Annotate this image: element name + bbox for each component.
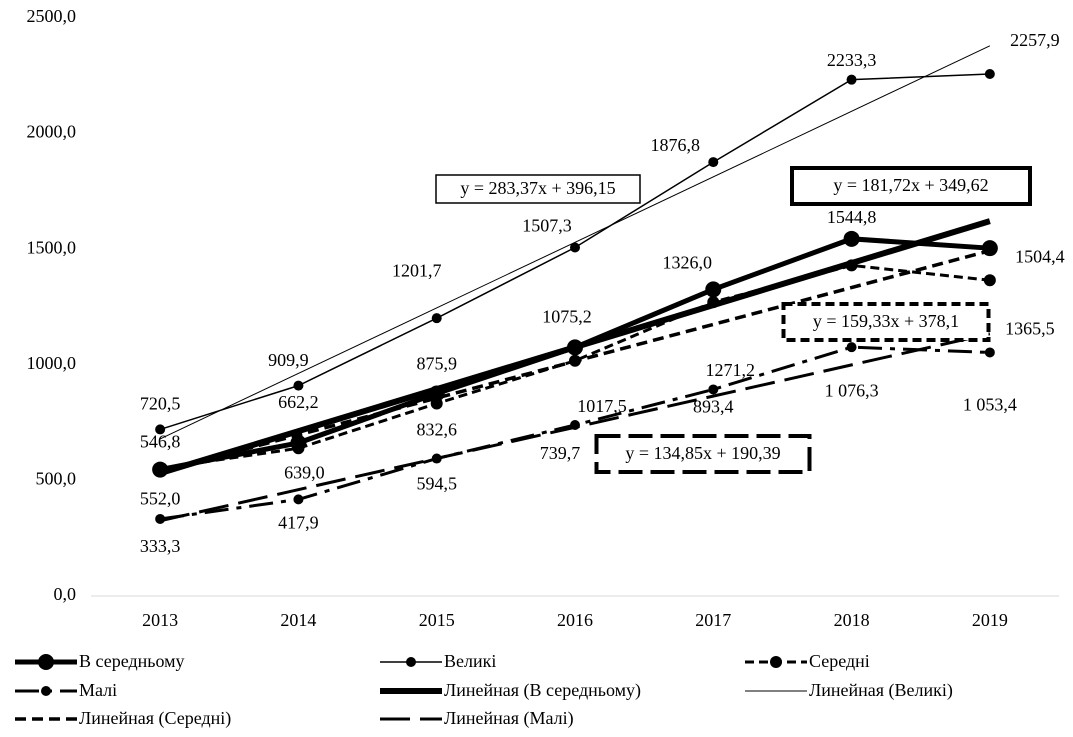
marker bbox=[708, 384, 719, 395]
trendline-equation: y = 181,72x + 349,62 bbox=[833, 175, 988, 195]
data-label: 1 053,4 bbox=[963, 395, 1017, 415]
data-label: 1201,7 bbox=[392, 260, 442, 280]
marker bbox=[292, 442, 305, 455]
data-label: 417,9 bbox=[278, 513, 319, 533]
data-label: 1365,5 bbox=[1005, 318, 1055, 338]
data-label: 639,0 bbox=[284, 462, 325, 482]
legend-label: Линейная (Малі) bbox=[444, 708, 574, 729]
equation-box bbox=[435, 174, 641, 204]
marker bbox=[155, 513, 166, 524]
y-tick-label: 1000,0 bbox=[27, 353, 77, 373]
x-tick-label: 2015 bbox=[419, 610, 455, 630]
data-label: 1326,0 bbox=[663, 253, 713, 273]
legend-label: Малі bbox=[79, 680, 117, 700]
marker bbox=[155, 424, 166, 435]
data-label: 1876,8 bbox=[651, 135, 701, 155]
x-tick-label: 2019 bbox=[972, 610, 1008, 630]
marker bbox=[293, 494, 304, 505]
y-tick-label: 2500,0 bbox=[27, 6, 77, 26]
trendline-equation: y = 283,37x + 396,15 bbox=[460, 178, 615, 198]
data-label: 546,8 bbox=[140, 432, 181, 452]
x-tick-label: 2018 bbox=[834, 610, 870, 630]
data-label: 1 076,3 bbox=[825, 380, 879, 400]
legend-label: В середньому bbox=[79, 651, 185, 671]
legend-label: Середні bbox=[809, 651, 870, 671]
marker bbox=[846, 74, 857, 85]
data-label: 1507,3 bbox=[522, 216, 572, 236]
data-label: 875,9 bbox=[416, 354, 457, 374]
equation-box bbox=[781, 302, 991, 342]
legend-label: Великі bbox=[444, 651, 496, 671]
legend-label: Линейная (Середні) bbox=[79, 708, 231, 729]
marker bbox=[570, 242, 580, 253]
data-label: 832,6 bbox=[416, 420, 457, 440]
data-label: 1075,2 bbox=[542, 307, 592, 327]
data-label: 1504,4 bbox=[1015, 246, 1065, 266]
marker bbox=[431, 313, 442, 324]
data-label: 662,2 bbox=[278, 392, 319, 412]
marker bbox=[984, 68, 995, 79]
x-tick-label: 2017 bbox=[695, 610, 731, 630]
marker bbox=[981, 240, 998, 257]
legend-label: Линейная (Великі) bbox=[809, 680, 953, 701]
marker bbox=[293, 380, 304, 391]
y-tick-label: 0,0 bbox=[54, 584, 77, 604]
marker bbox=[843, 230, 860, 247]
x-tick-label: 2016 bbox=[557, 610, 593, 630]
data-label: 552,0 bbox=[140, 489, 181, 509]
marker bbox=[846, 342, 857, 353]
marker bbox=[984, 347, 995, 358]
legend-marker bbox=[38, 654, 54, 670]
equation-box bbox=[594, 434, 812, 474]
data-label: 739,7 bbox=[540, 443, 581, 463]
data-label: 2233,3 bbox=[827, 50, 877, 70]
data-label: 2257,9 bbox=[1010, 30, 1060, 50]
marker bbox=[154, 462, 167, 475]
data-label: 909,9 bbox=[268, 350, 309, 370]
trendline bbox=[159, 45, 991, 440]
data-label: 594,5 bbox=[416, 474, 457, 494]
x-tick-label: 2014 bbox=[280, 610, 316, 630]
x-tick-label: 2013 bbox=[142, 610, 178, 630]
marker bbox=[705, 281, 722, 298]
trendline-equation: y = 134,85x + 190,39 bbox=[625, 443, 780, 463]
marker bbox=[431, 453, 442, 464]
marker bbox=[707, 296, 720, 309]
legend-marker bbox=[770, 656, 782, 668]
marker bbox=[708, 157, 719, 168]
marker bbox=[428, 385, 445, 402]
data-label: 333,3 bbox=[140, 536, 181, 556]
data-label: 1544,8 bbox=[827, 207, 877, 227]
marker bbox=[983, 274, 996, 287]
y-tick-label: 500,0 bbox=[36, 469, 77, 489]
data-label: 1017,5 bbox=[577, 396, 627, 416]
data-label: 893,4 bbox=[693, 397, 734, 417]
marker bbox=[567, 339, 583, 356]
marker bbox=[845, 259, 858, 272]
marker bbox=[430, 397, 443, 410]
data-label: 1271,2 bbox=[706, 360, 756, 380]
legend-marker bbox=[406, 657, 416, 667]
legend-label: Линейная (В середньому) bbox=[444, 680, 641, 701]
y-tick-label: 2000,0 bbox=[27, 122, 77, 142]
equation-box bbox=[790, 166, 1032, 206]
trendline-equation: y = 159,33x + 378,1 bbox=[813, 311, 959, 331]
data-label: 720,5 bbox=[140, 394, 181, 414]
marker bbox=[570, 419, 580, 430]
y-tick-label: 1500,0 bbox=[27, 237, 77, 257]
marker bbox=[569, 354, 581, 367]
legend-marker bbox=[41, 686, 51, 696]
